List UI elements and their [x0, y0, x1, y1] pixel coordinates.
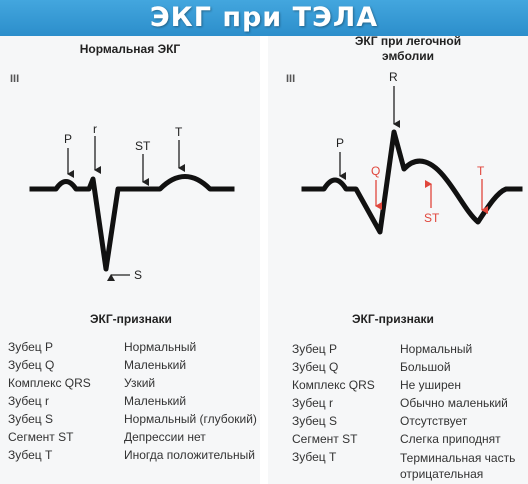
normal-row-label: Зубец r [8, 394, 49, 408]
q-wave-label: Q [371, 164, 380, 178]
pe-row-label: Сегмент ST [292, 432, 358, 446]
pe-ecg-heading-line2: эмболии [381, 49, 434, 63]
s-wave-label: S [134, 268, 142, 282]
normal-row-label: Сегмент ST [8, 430, 74, 444]
normal-row-label: Зубец Q [8, 358, 55, 372]
normal-row-value: Маленький [124, 394, 187, 408]
pe-row-value: Отсутствует [400, 414, 468, 428]
page-title: ЭКГ при ТЭЛА [149, 2, 379, 33]
pe-row-label: Зубец r [292, 396, 333, 410]
normal-row-value: Узкий [124, 376, 156, 390]
pe-row-value: Не уширен [400, 378, 461, 392]
pe-row-label: Зубец S [292, 414, 338, 428]
normal-row-label: Зубец T [8, 448, 53, 462]
normal-row-value: Нормальный [124, 340, 197, 354]
lead-label-right: III [286, 73, 296, 85]
pe-row-label: Комплекс QRS [292, 378, 375, 392]
pe-ecg-panel: ЭКГ при легочной эмболии III P R Q ST T … [268, 34, 528, 484]
t-wave-label: T [175, 125, 183, 139]
pe-features-heading: ЭКГ-признаки [352, 312, 434, 326]
p-wave-label: P [64, 132, 72, 146]
normal-row-label: Зубец S [8, 412, 54, 426]
normal-row-value: Иногда положительный [124, 448, 255, 462]
pe-ecg-heading: ЭКГ при легочной эмболии [308, 34, 508, 64]
pe-row-value: Обычно маленький [400, 396, 508, 410]
st-segment-label: ST [424, 211, 440, 225]
pe-ecg-diagram: P R Q ST T [301, 70, 523, 235]
pe-ecg-heading-line1: ЭКГ при легочной [354, 34, 462, 48]
st-segment-label: ST [135, 139, 151, 153]
pe-row-value: Терминальная часть отрицательная [400, 451, 516, 481]
pe-row-label: Зубец P [292, 342, 338, 356]
lead-label-left: III [10, 73, 20, 85]
pe-row-label: Зубец Q [292, 360, 339, 374]
normal-row-value: Депрессии нет [124, 430, 206, 444]
normal-row-label: Зубец P [8, 340, 54, 354]
r-wave-label: r [93, 122, 97, 136]
p-wave-label: P [336, 136, 344, 150]
title-banner: ЭКГ при ТЭЛА [0, 0, 528, 36]
normal-row-value: Нормальный (глубокий) [124, 412, 257, 426]
pe-row-value: Большой [400, 360, 451, 374]
pe-row-value: Слегка приподнят [400, 432, 501, 446]
t-wave-label: T [477, 164, 485, 178]
normal-row-label: Комплекс QRS [8, 376, 91, 390]
normal-row-value: Маленький [124, 358, 187, 372]
pe-row-value: Нормальный [400, 342, 473, 356]
r-wave-label: R [389, 70, 398, 84]
normal-ecg-panel: Нормальная ЭКГ III P r ST T S ЭКГ-призна… [0, 36, 260, 484]
normal-ecg-trace [29, 174, 235, 272]
pe-row-label: Зубец T [292, 450, 337, 464]
normal-features-heading: ЭКГ-признаки [90, 312, 172, 326]
normal-ecg-heading: Нормальная ЭКГ [79, 42, 181, 56]
normal-ecg-diagram: P r ST T S [29, 122, 235, 282]
